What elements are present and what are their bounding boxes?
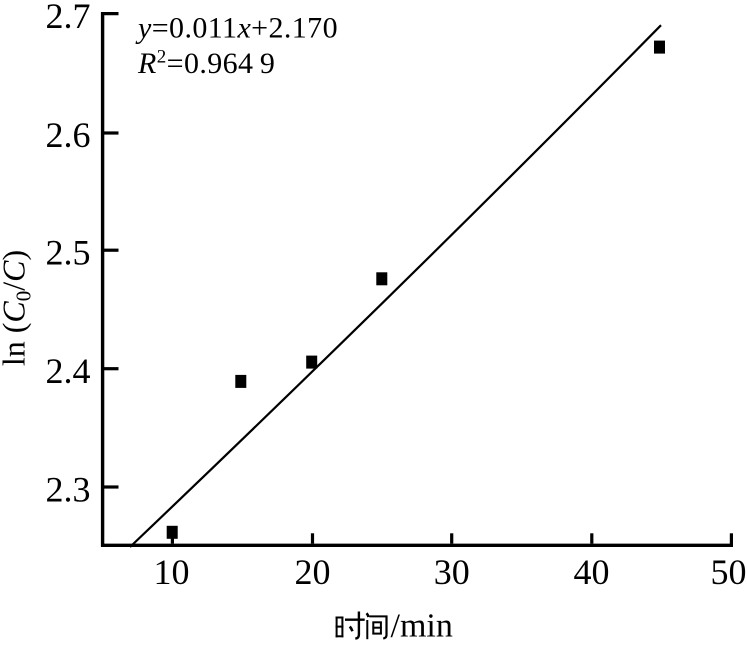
svg-text:2.4: 2.4 xyxy=(46,351,91,391)
svg-text:2.7: 2.7 xyxy=(46,0,91,36)
svg-text:ln (C0/C): ln (C0/C) xyxy=(0,250,36,366)
svg-text:20: 20 xyxy=(295,552,331,592)
svg-text:R2=0.964 9: R2=0.964 9 xyxy=(137,47,275,81)
svg-text:y=0.011x+2.170: y=0.011x+2.170 xyxy=(135,12,338,45)
svg-text:40: 40 xyxy=(574,552,610,592)
svg-text:50: 50 xyxy=(711,552,747,592)
svg-text:2.3: 2.3 xyxy=(46,470,91,510)
svg-text:30: 30 xyxy=(434,552,470,592)
svg-text:/min: /min xyxy=(391,607,453,641)
svg-text:10: 10 xyxy=(154,552,190,592)
svg-text:2.6: 2.6 xyxy=(46,115,91,155)
svg-text:2.5: 2.5 xyxy=(46,233,91,273)
